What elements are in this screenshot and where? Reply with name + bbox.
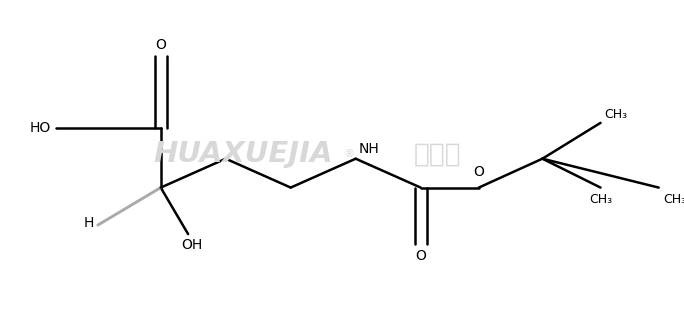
Text: O: O: [473, 165, 484, 179]
Text: 化学加: 化学加: [414, 141, 462, 167]
Text: O: O: [155, 39, 166, 52]
Text: O: O: [415, 249, 426, 263]
Text: ®: ®: [343, 149, 354, 159]
Text: CH₃: CH₃: [589, 193, 612, 206]
Text: CH₃: CH₃: [605, 108, 628, 121]
Text: HUAXUEJIA: HUAXUEJIA: [153, 140, 332, 168]
Text: CH₃: CH₃: [663, 193, 684, 206]
Text: HO: HO: [29, 121, 51, 135]
Text: NH: NH: [358, 142, 379, 156]
Text: H: H: [83, 216, 94, 230]
Text: OH: OH: [181, 238, 202, 252]
